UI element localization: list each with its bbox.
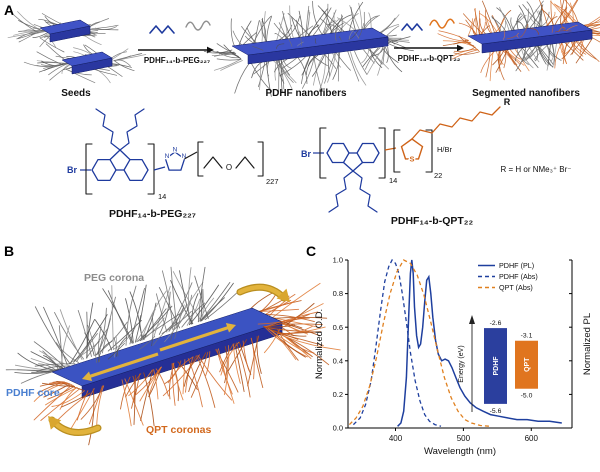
atom-n: N [182,153,187,160]
seeds-illustration [7,11,147,84]
y-tick-label: 0.6 [333,323,343,332]
lumo-value: -2.6 [490,320,502,327]
segmented-nanofiber-illustration [437,0,600,82]
legend-label: QPT (Abs) [499,283,533,292]
peg-corona-label: PEG corona [84,272,145,284]
legend-label: PDHF (Abs) [499,272,538,281]
y-axis-label-right: Normalized PL [582,313,593,375]
legend-label: PDHF (PL) [499,261,534,270]
panel-a-label: A [4,2,15,18]
pdhf-peg-chain-icon [149,20,211,34]
energy-bar-pdhf [484,328,507,404]
r-definition: R = H or NMe₃⁺ Br⁻ [500,165,571,174]
homo-value: -5.0 [521,393,533,400]
end-group-hbr: H/Br [437,145,453,154]
y-tick-label: 0.4 [333,356,343,365]
lumo-value: -3.1 [521,333,533,340]
series-2 [348,259,491,427]
x-tick-label: 400 [389,434,403,443]
panel-b-label: B [4,243,15,259]
atom-n: N [173,147,178,154]
subscript-22: 22 [434,171,442,180]
subscript-14: 14 [389,176,397,185]
y-tick-label: 0.2 [333,390,343,399]
x-axis-label: Wavelength (nm) [424,446,496,457]
homo-value: -5.6 [490,408,502,415]
structure-label-pdhf-b-qpt: PDHF₁₄-b-QPT₂₂ [390,215,474,227]
y-tick-label: 0.0 [333,424,343,433]
reagent-label-1: PDHF₁₄-b-PEG₂₂₇ [143,56,211,65]
spectra-chart: 0.0 0.2 0.4 0.6 0.8 1.0 400 500 600 Wavelength (n… [314,256,593,457]
energy-bar-label: PDHF [493,356,500,376]
pdhf-qpt-chain-icon [401,18,455,31]
series-0 [397,259,562,427]
series-1 [352,258,442,427]
y-axis-label-left: Normalized O.D. [314,309,325,379]
atom-n: N [165,153,170,160]
pdhf-core-label: PDHF core [6,387,60,399]
energy-bar-label: QPT [524,357,531,372]
atom-s: S [409,155,414,164]
qpt-coronas-label: QPT coronas [146,424,212,436]
structure-pdhf-b-qpt: Br 14 S 22 H/Br R R = H or NMe₃⁺ Br⁻ [301,97,572,213]
reagent-label-2: PDHF₁₄-b-QPT₂₂ [397,54,461,63]
stage-label-segmented: Segmented nanofibers [472,88,580,99]
panel-c-label: C [306,243,317,259]
x-tick-label: 600 [525,434,539,443]
stage-label-seeds: Seeds [61,88,91,99]
structure-label-pdhf-b-peg: PDHF₁₄-b-PEG₂₂₇ [108,208,197,220]
atom-br: Br [67,165,77,175]
energy-bar-qpt [515,340,538,389]
nanofiber-3d-illustration [5,266,341,446]
pdhf-nanofiber-illustration [203,0,414,97]
reaction-arrow-2 [394,44,464,52]
y-tick-label: 0.8 [333,289,343,298]
x-tick-label: 500 [457,434,471,443]
stage-label-nanofibers: PDHF nanofibers [265,88,347,99]
inset-axis-label: Energy (eV) [458,345,465,382]
atom-br: Br [301,149,311,159]
atom-o: O [226,163,232,172]
r-group-label: R [504,97,511,107]
subscript-14: 14 [158,192,166,201]
y-tick-label: 1.0 [333,256,343,265]
reaction-arrow-1 [138,46,214,54]
subscript-227: 227 [266,177,279,186]
